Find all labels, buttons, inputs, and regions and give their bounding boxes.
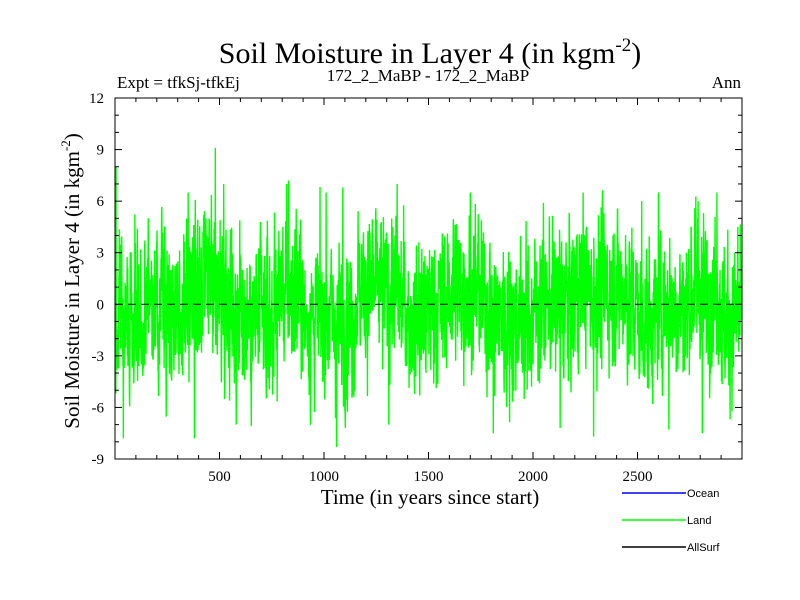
y-axis-label-close: ) [60,133,84,140]
y-axis: -9 -6 -3 0 3 6 9 12 [89,91,742,468]
y-tick-label: -6 [92,400,105,416]
subtitle-season: Ann [712,73,742,92]
y-axis-label: Soil Moisture in Layer 4 (in kgm-2) [58,133,84,428]
chart-title: Soil Moisture in Layer 4 (in kgm-2) [219,35,641,70]
chart-title-exponent: -2 [615,35,631,56]
legend-label-land: Land [687,515,711,527]
x-axis-label: Time (in years since start) [321,485,540,509]
y-tick-label: 0 [97,297,105,313]
x-tick-label: 1000 [309,469,339,485]
x-tick-label: 2000 [518,469,548,485]
subtitle-period: 172_2_MaBP - 172_2_MaBP [327,66,529,85]
chart-title-close: ) [631,37,641,70]
subtitle-experiment: Expt = tfkSj-tfkEj [117,73,240,92]
y-tick-label: 9 [97,143,105,159]
chart-title-text: Soil Moisture in Layer 4 (in kgm [219,37,616,70]
x-tick-label: 2500 [623,469,653,485]
y-tick-label: 12 [89,91,104,107]
y-tick-label: 3 [97,246,105,262]
y-axis-label-text: Soil Moisture in Layer 4 (in kgm [60,151,84,429]
y-tick-label: -9 [92,452,105,468]
x-axis: 500 1000 1500 2000 2500 [135,98,722,485]
legend-label-allsurf: AllSurf [687,542,720,554]
y-tick-label: -3 [92,349,105,365]
x-tick-label: 500 [208,469,231,485]
y-axis-label-exponent: -2 [58,140,73,151]
x-tick-label: 1500 [414,469,444,485]
legend-label-ocean: Ocean [687,488,719,500]
legend: Ocean Land AllSurf [622,488,720,554]
y-tick-label: 6 [97,194,105,210]
